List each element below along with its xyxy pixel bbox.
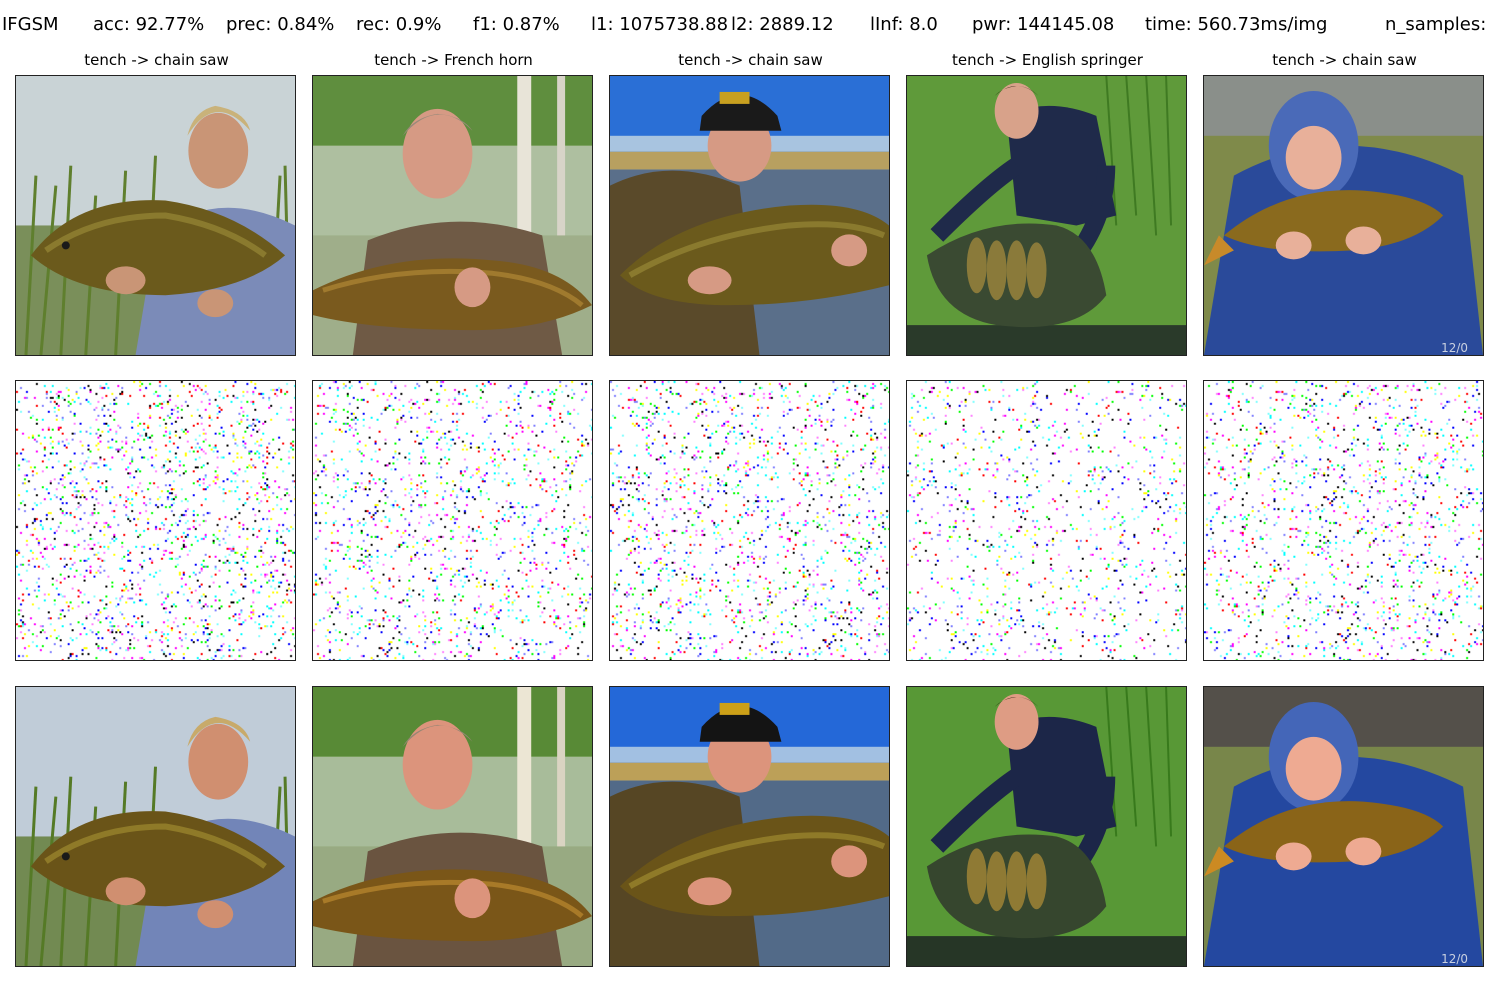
l2-metric: l2: 2889.12 — [731, 14, 834, 35]
column-title-1: tench -> chain saw — [84, 51, 229, 69]
original-image-5: 12/0 — [1203, 75, 1484, 356]
perturbation-map-2 — [312, 380, 593, 661]
perturbation-map-1 — [15, 380, 296, 661]
timestamp-overlay-2: 12/0 — [1441, 952, 1468, 966]
perturbation-map-5 — [1203, 380, 1484, 661]
perturbation-map-3 — [609, 380, 890, 661]
noise-canvas — [16, 381, 295, 660]
accuracy-metric: acc: 92.77% — [93, 14, 205, 35]
f1-metric: f1: 0.87% — [473, 14, 560, 35]
recall-metric: rec: 0.9% — [356, 14, 442, 35]
metrics-header: IFGSM acc: 92.77% prec: 0.84% rec: 0.9% … — [0, 14, 1500, 44]
original-image-1 — [15, 75, 296, 356]
n-samples-metric: n_samples: — [1385, 14, 1487, 35]
timestamp-overlay-1: 12/0 — [1441, 341, 1468, 355]
noise-canvas — [1204, 381, 1483, 660]
original-image-3 — [609, 75, 890, 356]
method-label: IFGSM — [2, 14, 59, 35]
noise-canvas — [610, 381, 889, 660]
linf-metric: lInf: 8.0 — [870, 14, 938, 35]
l1-metric: l1: 1075738.88 — [591, 14, 729, 35]
adversarial-image-3 — [609, 686, 890, 967]
precision-metric: prec: 0.84% — [226, 14, 335, 35]
column-title-5: tench -> chain saw — [1272, 51, 1417, 69]
time-metric: time: 560.73ms/img — [1145, 14, 1328, 35]
adversarial-image-5: 12/0 — [1203, 686, 1484, 967]
column-title-4: tench -> English springer — [952, 51, 1143, 69]
column-title-2: tench -> French horn — [374, 51, 533, 69]
noise-canvas — [313, 381, 592, 660]
adversarial-image-4 — [906, 686, 1187, 967]
power-metric: pwr: 144145.08 — [972, 14, 1115, 35]
column-title-3: tench -> chain saw — [678, 51, 823, 69]
noise-canvas — [907, 381, 1186, 660]
original-image-4 — [906, 75, 1187, 356]
adversarial-image-1 — [15, 686, 296, 967]
perturbation-map-4 — [906, 380, 1187, 661]
original-image-2 — [312, 75, 593, 356]
adversarial-image-2 — [312, 686, 593, 967]
